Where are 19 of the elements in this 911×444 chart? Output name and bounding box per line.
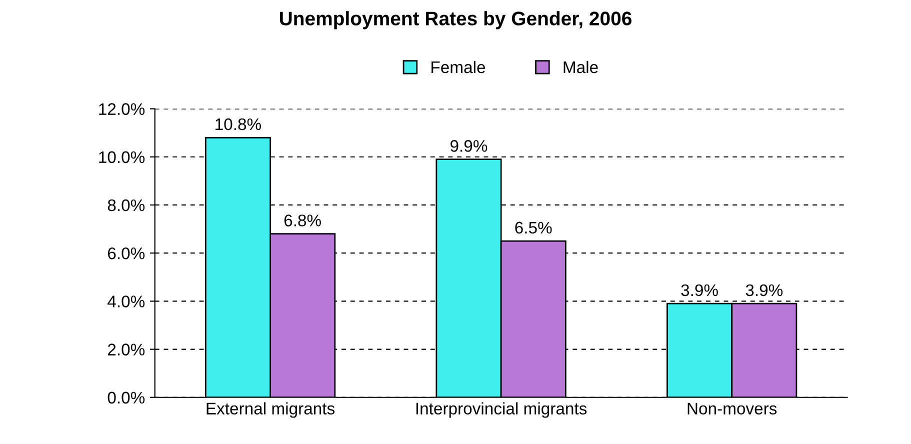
y-tick-label: 0.0%	[108, 392, 145, 404]
data-label: 6.8%	[284, 214, 321, 226]
x-tick-label: External migrants	[206, 402, 335, 418]
chart-title: Unemployment Rates by Gender, 2006	[280, 11, 632, 30]
data-label: 3.9%	[681, 284, 718, 296]
data-label: 3.9%	[746, 284, 783, 296]
data-label: 10.8%	[216, 118, 261, 130]
data-label: 6.5%	[515, 222, 552, 234]
y-tick-label: 6.0%	[108, 247, 145, 260]
y-tick-label: 10.0%	[99, 151, 145, 164]
data-label: 9.9%	[450, 140, 488, 152]
y-tick-label: 8.0%	[108, 199, 145, 212]
y-tick-label: 12.0%	[99, 103, 145, 115]
y-tick-label: 2.0%	[108, 344, 145, 356]
x-tick-label: Non-movers	[688, 402, 777, 414]
legend-label: Female	[432, 60, 486, 74]
x-tick-label: Interprovincial migrants	[416, 402, 587, 418]
y-tick-label: 4.0%	[108, 296, 145, 308]
legend-label: Male	[564, 60, 598, 74]
